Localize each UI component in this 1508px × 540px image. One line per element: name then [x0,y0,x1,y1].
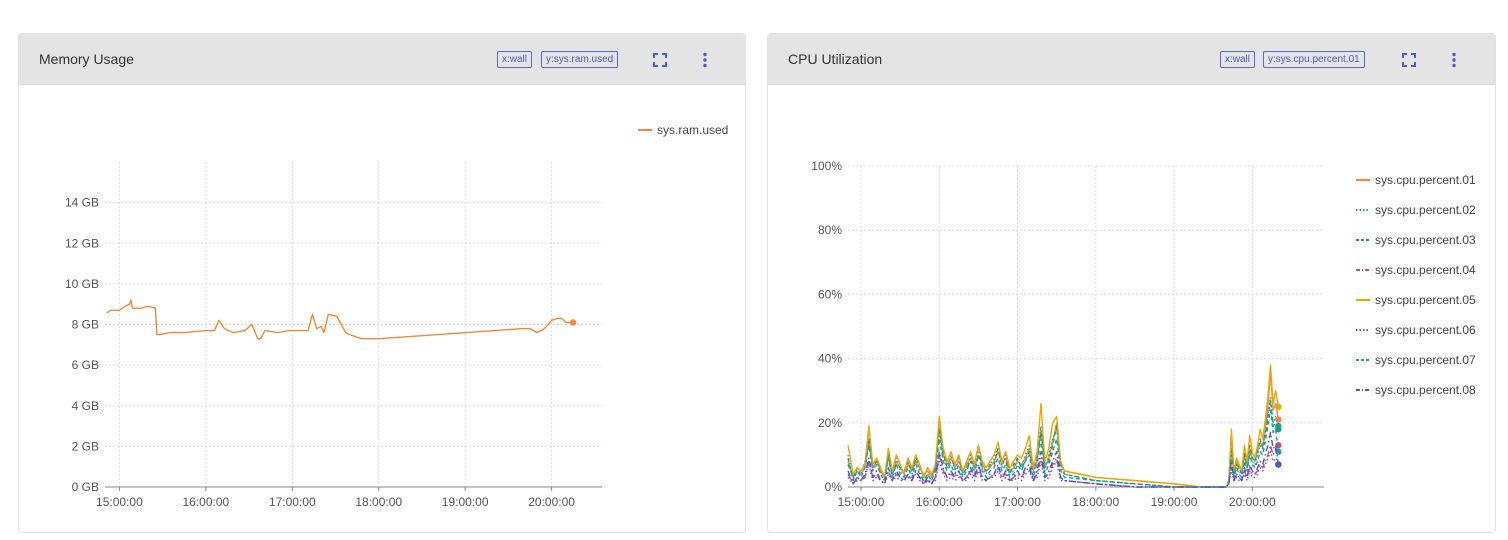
y-tick-label: 12 GB [65,236,99,250]
x-tick-label: 16:00:00 [916,495,963,509]
legend-item: sys.cpu.percent.08 [1375,383,1476,397]
series-end-point [1275,426,1282,433]
panel-title: Memory Usage [39,51,134,67]
legend-item: sys.cpu.percent.01 [1375,173,1476,187]
legend-item: sys.cpu.percent.06 [1375,323,1476,337]
y-tick-label: 14 GB [65,196,99,210]
memory-usage-panel: Memory Usage x:wall y:sys.ram.used 0 GB 2… [18,33,746,533]
legend-item: sys.cpu.percent.05 [1375,293,1476,307]
x-axis-tag[interactable]: x:wall [497,51,533,68]
y-tick-label: 40% [818,352,842,366]
y-tick-label: 10 GB [65,277,99,291]
fullscreen-icon[interactable] [650,50,670,70]
series-line [847,431,1280,488]
series-line [847,409,1280,488]
x-tick-label: 18:00:00 [1072,495,1119,509]
x-tick-label: 15:00:00 [838,495,885,509]
x-tick-label: 17:00:00 [269,495,316,509]
cpu-chart: 0% 20% 40% 60% 80% 100% 15:00:00 16:00:00 17:00:… [811,159,1476,509]
more-vert-icon[interactable] [695,50,715,70]
cpu-utilization-panel: CPU Utilization x:wall y:sys.cpu.percent… [767,33,1496,533]
series-end-point [569,319,577,326]
more-vert-icon[interactable] [1444,50,1464,70]
x-tick-label: 19:00:00 [442,495,489,509]
y-tick-label: 0 GB [72,480,99,494]
legend-item: sys.cpu.percent.07 [1375,353,1476,367]
y-tick-label: 100% [811,159,842,173]
y-axis-tag[interactable]: y:sys.cpu.percent.01 [1263,51,1365,68]
legend-item: sys.cpu.percent.04 [1375,263,1476,277]
fullscreen-icon[interactable] [1399,50,1419,70]
x-tick-label: 16:00:00 [182,495,229,509]
series-line [847,396,1280,488]
series-line [847,444,1279,488]
y-tick-label: 0% [825,480,843,494]
legend-item: sys.ram.used [657,123,728,137]
x-tick-label: 15:00:00 [96,495,143,509]
series-end-point [1275,403,1282,410]
x-tick-label: 18:00:00 [355,495,402,509]
series-end-point [1275,442,1282,449]
series-end-point [1275,416,1282,423]
y-tick-label: 20% [818,416,842,430]
x-tick-label: 19:00:00 [1151,495,1198,509]
y-tick-label: 60% [818,287,842,301]
y-tick-label: 8 GB [72,318,99,332]
x-axis-tag[interactable]: x:wall [1220,51,1256,68]
panel-title: CPU Utilization [788,51,883,67]
y-axis-tag[interactable]: y:sys.ram.used [541,51,619,68]
y-tick-label: 4 GB [72,399,99,413]
y-tick-label: 2 GB [72,439,99,453]
series-line [847,451,1280,488]
memory-chart: 0 GB 2 GB 4 GB 6 GB 8 GB 10 GB 12 GB 14 GB 15:00… [65,123,728,509]
x-tick-label: 20:00:00 [1229,495,1276,509]
x-tick-label: 20:00:00 [528,495,575,509]
legend-item: sys.cpu.percent.03 [1375,233,1476,247]
series-line [106,299,574,340]
panel-header: Memory Usage x:wall y:sys.ram.used [19,34,745,85]
series-end-point [1275,461,1282,468]
y-tick-label: 6 GB [72,358,99,372]
panel-header: CPU Utilization x:wall y:sys.cpu.percent… [768,34,1495,85]
series-line [847,364,1280,488]
y-tick-label: 80% [818,223,842,237]
legend-item: sys.cpu.percent.02 [1375,203,1476,217]
x-tick-label: 17:00:00 [994,495,1041,509]
